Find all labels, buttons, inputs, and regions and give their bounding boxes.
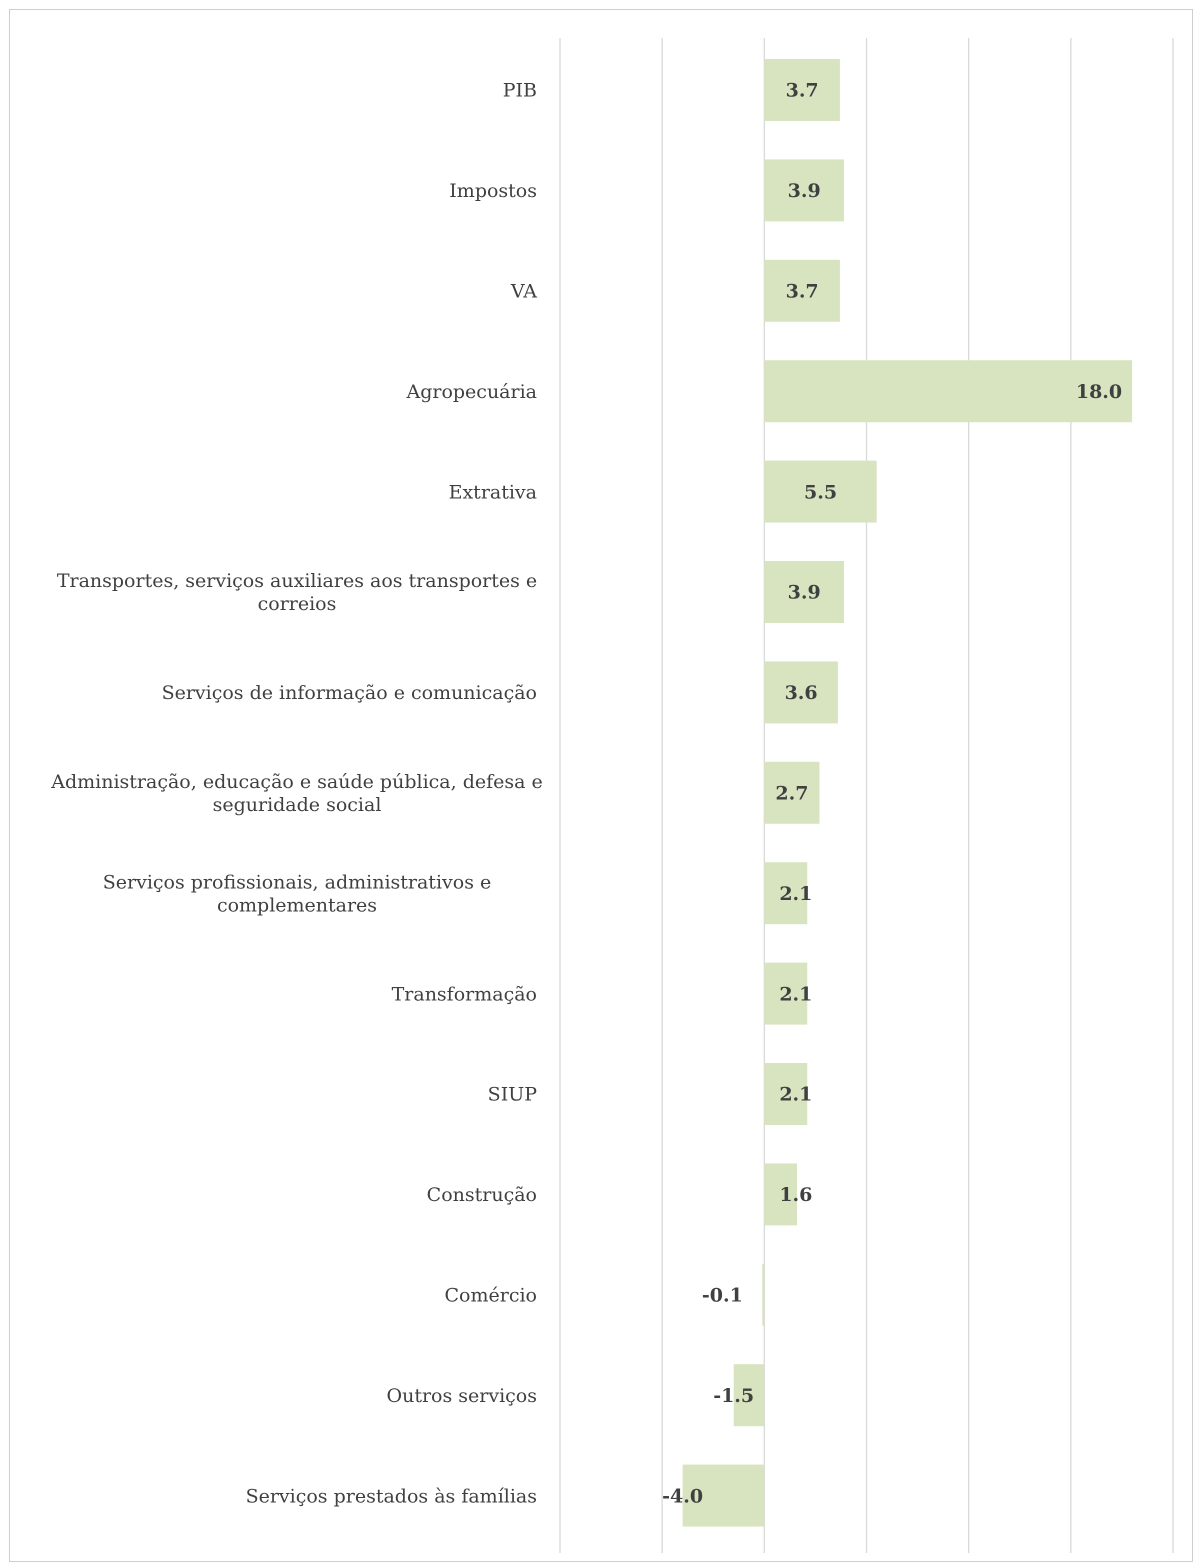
bar [764, 561, 845, 623]
bar [733, 1364, 765, 1427]
value-label: 3.9 [788, 180, 821, 202]
value-label: 18.0 [1076, 381, 1122, 403]
value-label: 3.7 [786, 280, 819, 302]
category-label-line: Comércio [445, 1284, 537, 1306]
value-label: 5.5 [804, 481, 837, 503]
gridlines [559, 38, 1174, 1553]
category-label-line: correios [258, 593, 337, 615]
category-label-line: Extrativa [449, 481, 537, 503]
bar [764, 159, 845, 222]
category-label-line: Transportes, serviços auxiliares aos tra… [57, 570, 537, 592]
value-label: 2.1 [779, 883, 812, 905]
category-label-line: Serviços profissionais, administrativos … [103, 871, 491, 893]
value-label: 3.9 [788, 582, 821, 604]
category-label: Extrativa [449, 481, 537, 503]
category-label-line: Serviços de informação e comunicação [162, 682, 537, 704]
category-label-line: VA [510, 280, 537, 302]
category-label-line: seguridade social [213, 794, 382, 816]
category-label-line: SIUP [488, 1084, 538, 1106]
value-label: 2.1 [779, 983, 812, 1005]
bar [764, 360, 1133, 423]
category-label-line: Transformação [392, 983, 537, 1005]
category-label-line: Administração, educação e saúde pública,… [50, 771, 543, 793]
value-label: -4.0 [662, 1485, 703, 1507]
value-label: 3.6 [785, 682, 818, 704]
category-label: PIB [503, 80, 537, 102]
category-label-line: Agropecuária [405, 381, 537, 403]
category-label-line: PIB [503, 80, 537, 102]
value-labels: 3.7 3.9 3.7 18.0 5.5 3.9 3.6 2.7 2.1 2.1 2.1 1.6 -0.… [662, 80, 1122, 1508]
bar [762, 1263, 765, 1326]
bars [682, 59, 1133, 1527]
category-label: SIUP [488, 1084, 538, 1106]
value-label: -0.1 [702, 1284, 743, 1306]
category-label-line: Impostos [449, 180, 537, 202]
value-label: 1.6 [779, 1184, 812, 1206]
category-label: Administração, educação e saúde pública,… [50, 771, 543, 816]
category-label: VA [510, 280, 537, 302]
value-label: -1.5 [713, 1385, 754, 1407]
category-label-line: complementares [217, 894, 377, 916]
category-label-line: Outros serviços [387, 1385, 537, 1407]
bar [764, 962, 808, 1025]
category-label: Transportes, serviços auxiliares aos tra… [57, 570, 537, 615]
bar [764, 761, 820, 824]
value-label: 2.1 [779, 1084, 812, 1106]
bar [764, 661, 838, 724]
category-label: Comércio [445, 1284, 537, 1306]
horizontal-bar-chart: PIB Impostos VA Agropecuária Extrativa Transp… [50, 38, 1174, 1553]
category-label: Construção [427, 1184, 537, 1206]
category-label: Impostos [449, 180, 537, 202]
bar [764, 862, 808, 925]
category-label: Serviços de informação e comunicação [162, 682, 537, 704]
bar [764, 1063, 808, 1125]
bar [764, 460, 877, 523]
bar [764, 1163, 798, 1226]
category-labels: PIB Impostos VA Agropecuária Extrativa Transp… [50, 80, 543, 1508]
category-label: Outros serviços [387, 1385, 537, 1407]
category-label-line: Construção [427, 1184, 537, 1206]
category-label-line: Serviços prestados às famílias [246, 1485, 537, 1507]
value-label: 3.7 [786, 80, 819, 102]
bar [764, 59, 840, 121]
category-label: Serviços profissionais, administrativos … [103, 871, 491, 916]
category-label: Transformação [392, 983, 537, 1005]
category-label: Serviços prestados às famílias [246, 1485, 537, 1507]
bar [682, 1464, 765, 1527]
value-label: 2.7 [775, 782, 808, 804]
chart-frame: PIB Impostos VA Agropecuária Extrativa Transp… [9, 9, 1193, 1562]
bar [764, 259, 840, 322]
category-label: Agropecuária [405, 381, 537, 403]
